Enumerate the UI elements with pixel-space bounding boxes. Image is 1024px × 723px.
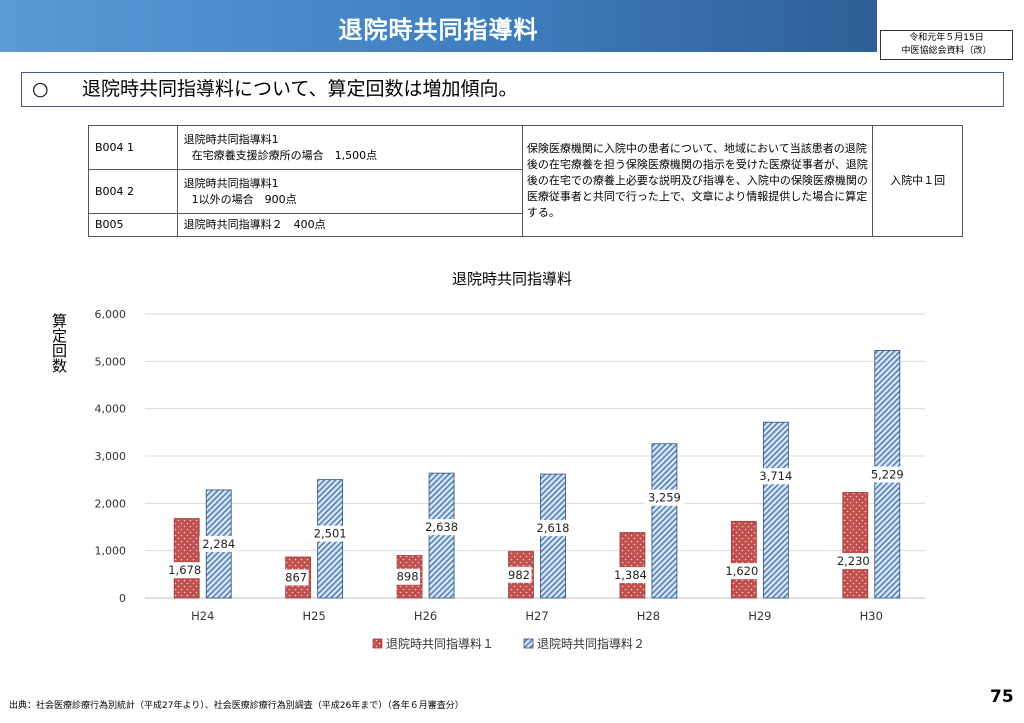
legend-swatch [523,638,534,649]
y-tick-label: 0 [119,592,126,605]
bar [730,520,757,599]
legend-label: 退院時共同指導料１ [386,636,494,651]
fee-name: 退院時共同指導料1 1以外の場合 900点 [176,169,523,214]
y-tick-label: 5,000 [95,355,127,368]
data-label-background [310,525,350,542]
data-label: 898 [397,570,419,584]
fee-code: B005 [88,213,178,237]
fee-name: 退院時共同指導料1 在宅療養支援診療所の場合 1,500点 [176,125,523,170]
data-label-background [533,520,573,537]
fee-frequency: 入院中１回 [872,125,963,237]
y-tick-label: 1,000 [95,545,127,558]
legend-label: 退院時共同指導料２ [537,636,645,651]
table-row: B004 1 退院時共同指導料1 在宅療養支援診療所の場合 1,500点 保険医… [88,125,963,237]
summary-bullet: ○ [32,78,49,100]
data-label-background [833,553,873,570]
fee-table: B004 1 退院時共同指導料1 在宅療養支援診療所の場合 1,500点 保険医… [88,125,963,237]
data-label-background [867,466,907,483]
data-label: 3,259 [648,491,681,505]
data-label: 1,678 [168,563,201,577]
fee-name-line1: 退院時共同指導料1 [183,176,279,190]
legend-swatch [372,638,383,649]
data-label-background [644,489,684,506]
x-tick-label: H28 [637,609,660,623]
data-label-background [506,566,532,583]
data-label-background [756,468,796,485]
data-label: 2,501 [314,527,347,541]
data-label-background [283,569,309,586]
meeting-date: 令和元年５月15日 [909,33,984,43]
x-tick-label: H25 [303,609,326,623]
fee-name-line1: 退院時共同指導料1 [183,132,279,146]
data-label: 3,714 [759,469,792,483]
source-note: 出典：社会医療診療行為別統計（平成27年より）、社会医療診療行為別調査（平成26… [9,701,464,711]
data-label: 867 [285,570,307,584]
bar [762,421,789,599]
bar [173,518,200,599]
table-row: B005 退院時共同指導料２ 400点 [88,213,963,237]
data-label: 1,620 [725,564,758,578]
table-row: B004 2 退院時共同指導料1 1以外の場合 900点 [88,169,963,214]
bar [651,443,678,599]
page-number: 75 [990,687,1014,707]
x-tick-label: H30 [860,609,883,623]
summary-text: 退院時共同指導料について、算定回数は増加傾向。 [82,78,518,100]
data-label: 2,618 [537,521,570,535]
meeting-reference: 令和元年５月15日 中医協総会資料（改） [880,30,1013,60]
data-label-background [165,562,205,579]
bar [428,472,455,599]
y-tick-label: 2,000 [95,497,127,510]
data-label: 2,284 [202,537,235,551]
fee-name-line2: 在宅療養支援診療所の場合 1,500点 [191,148,378,162]
chart-title: 退院時共同指導料 [452,270,572,288]
data-label: 5,229 [871,467,904,481]
data-label: 1,384 [614,568,647,582]
legend: 退院時共同指導料１ 退院時共同指導料２ [372,636,645,651]
data-label: 982 [508,568,530,582]
x-tick-label: H26 [414,609,437,623]
data-label-background [395,568,421,585]
data-label-background [610,567,650,584]
data-label: 2,230 [837,554,870,568]
bar [619,532,646,599]
fee-description: 保険医療機関に入院中の患者について、地域において当該患者の退院後の在宅療養を担う… [521,125,874,237]
x-tick-label: H29 [748,609,771,623]
y-tick-label: 6,000 [95,308,127,321]
fee-name: 退院時共同指導料２ 400点 [176,213,523,237]
bar [842,492,869,599]
y-tick-label: 3,000 [95,450,127,463]
bar-chart: 退院時共同指導料 算定回数 0 1,000 2,000 3,000 4,000 5,000… [50,270,925,651]
x-tick-label: H24 [191,609,214,623]
page-title: 退院時共同指導料 [338,16,539,44]
fee-name-line2: 1以外の場合 900点 [191,192,297,206]
x-tick-label: H27 [525,609,548,623]
y-tick-label: 4,000 [95,403,127,416]
summary-box: ○ 退院時共同指導料について、算定回数は増加傾向。 [21,72,1004,107]
data-label-background [722,563,762,580]
data-label: 2,638 [425,520,458,534]
y-axis-label: 算定回数 [50,312,68,373]
data-label-background [199,535,239,552]
data-label-background [422,519,462,536]
title-bar: 退院時共同指導料 [0,0,877,52]
meeting-document: 中医協総会資料（改） [901,46,992,56]
